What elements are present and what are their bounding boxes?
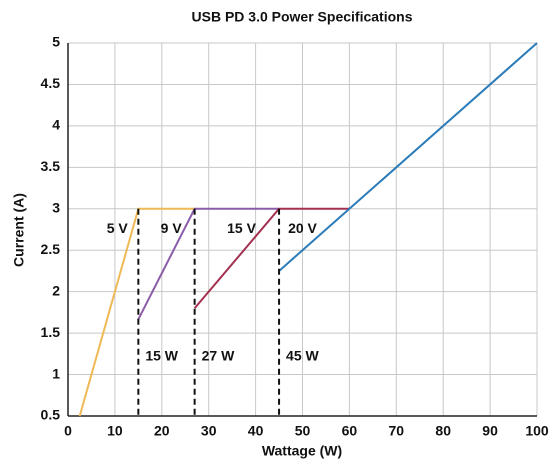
x-tick-label: 10	[107, 423, 123, 439]
reference-label: 15 W	[145, 348, 178, 364]
x-tick-label: 70	[389, 423, 405, 439]
x-tick-label: 80	[435, 423, 451, 439]
x-tick-label: 100	[525, 423, 549, 439]
x-tick-label: 90	[482, 423, 498, 439]
y-tick-label: 0.5	[41, 407, 61, 423]
y-tick-label: 4.5	[41, 75, 61, 91]
y-axis-label: Current (A)	[11, 193, 27, 267]
reference-label: 45 W	[286, 348, 319, 364]
y-tick-label: 3.5	[41, 158, 61, 174]
reference-label: 27 W	[202, 348, 235, 364]
y-tick-label: 3	[52, 199, 60, 215]
y-tick-label: 5	[52, 34, 60, 50]
y-tick-label: 1	[52, 365, 60, 381]
series-line	[193, 207, 350, 309]
y-tick-label: 2.5	[41, 241, 61, 257]
x-tick-label: 40	[248, 423, 264, 439]
y-tick-label: 2	[52, 282, 60, 298]
chart-title: USB PD 3.0 Power Specifications	[192, 9, 413, 25]
x-tick-label: 20	[154, 423, 170, 439]
x-tick-label: 30	[201, 423, 217, 439]
series-label: 15 V	[227, 220, 256, 236]
series-line	[278, 42, 538, 272]
series-label: 5 V	[107, 220, 129, 236]
series-label: 9 V	[161, 220, 183, 236]
y-tick-label: 1.5	[41, 324, 61, 340]
series-line	[78, 207, 195, 417]
x-tick-label: 50	[295, 423, 311, 439]
x-tick-label: 0	[64, 423, 72, 439]
y-tick-label: 4	[52, 117, 60, 133]
series-label: 20 V	[288, 220, 317, 236]
x-axis-label: Wattage (W)	[262, 443, 342, 459]
x-tick-label: 60	[342, 423, 358, 439]
